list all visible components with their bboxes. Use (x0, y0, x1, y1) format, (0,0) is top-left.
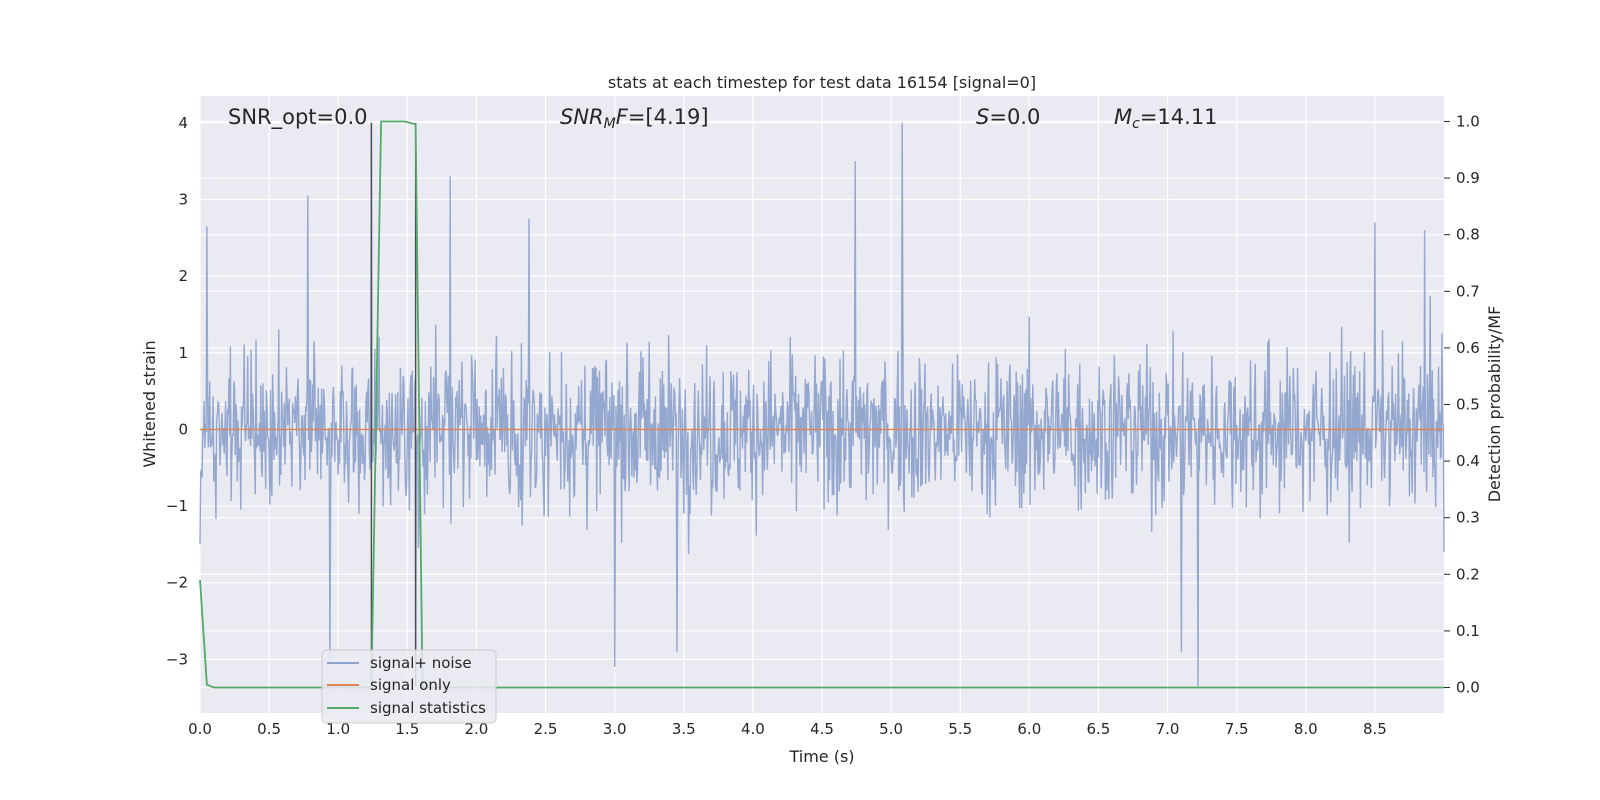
y-tick-label: 4 (178, 114, 188, 132)
x-tick-label: 2.5 (534, 720, 558, 738)
series-signal-statistics (199, 120, 1444, 689)
series-signal-noise (199, 122, 1445, 687)
legend-label-signal-only: signal only (370, 676, 451, 694)
y2-tick-label: 0.6 (1456, 339, 1480, 357)
x-tick-label: 3.5 (672, 720, 696, 738)
y-tick-label: −2 (166, 574, 188, 592)
marker-lines (370, 122, 417, 687)
x-tick-label: 5.5 (948, 720, 972, 738)
x-tick-label: 0.5 (257, 720, 281, 738)
x-tick-label: 1.0 (326, 720, 350, 738)
mc-value: =14.11 (1140, 105, 1218, 129)
x-tick-label: 3.0 (603, 720, 627, 738)
s-letter: S (976, 105, 989, 129)
x-tick-label: 7.5 (1225, 720, 1249, 738)
x-tick-label: 5.0 (879, 720, 903, 738)
annotation-snr-mf: SNRMF=[4.19] (560, 105, 709, 132)
y2-axis-label: Detection probability/MF (1485, 306, 1504, 503)
annotation-s: S=0.0 (976, 105, 1040, 129)
x-axis-label: Time (s) (788, 747, 854, 766)
snr-mf-value: =[4.19] (628, 105, 709, 129)
x-tick-label: 1.5 (395, 720, 419, 738)
x-tick-label: 8.0 (1294, 720, 1318, 738)
signal-noise-line (199, 122, 1445, 687)
x-tick-label: 2.0 (465, 720, 489, 738)
y2-tick-label: 0.1 (1456, 622, 1480, 640)
x-tick-label: 7.0 (1156, 720, 1180, 738)
y2-tick-label: 0.4 (1456, 452, 1480, 470)
y2-tick-label: 0.8 (1456, 226, 1480, 244)
legend-label-signal-noise: signal+ noise (370, 654, 472, 672)
x-tick-label: 4.5 (810, 720, 834, 738)
legend-box (321, 649, 497, 724)
y-tick-label: 3 (178, 190, 188, 208)
y2-tick-label: 0.5 (1456, 396, 1480, 414)
y-tick-label: 0 (178, 420, 188, 438)
y-tick-label: 1 (178, 344, 188, 362)
s-value: =0.0 (989, 105, 1040, 129)
snr-mf-sub: M (604, 116, 616, 132)
y2-tick-label: 1.0 (1456, 112, 1480, 130)
legend: signal+ noise signal only signal statist… (321, 649, 497, 724)
y2-tick-label: 0.9 (1456, 169, 1480, 187)
y-tick-label: 2 (178, 267, 188, 285)
annotation-mc: Mc=14.11 (1114, 105, 1218, 132)
y-axis-label: Whitened strain (140, 340, 159, 467)
mc-main: M (1114, 105, 1132, 129)
x-tick-label: 8.5 (1363, 720, 1387, 738)
y-tick-label: −1 (166, 497, 188, 515)
y-tick-label: −3 (166, 650, 188, 668)
mc-sub: c (1132, 116, 1140, 132)
snr-mf-main: SNR (560, 105, 604, 129)
legend-label-signal-statistics: signal statistics (370, 699, 486, 717)
y2-tick-label: 0.0 (1456, 679, 1480, 697)
x-tick-label: 6.5 (1087, 720, 1111, 738)
x-tick-label: 6.0 (1017, 720, 1041, 738)
y2-tick-label: 0.7 (1456, 282, 1480, 300)
snr-mf-mid: F (616, 105, 629, 129)
y2-tick-label: 0.3 (1456, 509, 1480, 527)
signal-statistics-line (199, 120, 1444, 689)
y2-tick-label: 0.2 (1456, 565, 1480, 583)
annotation-snr-opt: SNR_opt=0.0 (228, 105, 368, 130)
x-tick-label: 0.0 (188, 720, 212, 738)
y-axis-ticks: −3 −2 −1 0 1 2 3 4 (166, 114, 188, 669)
chart-title: stats at each timestep for test data 161… (608, 73, 1036, 92)
x-tick-label: 4.0 (741, 720, 765, 738)
x-axis-ticks: 0.0 0.5 1.0 1.5 2.0 2.5 3.0 3.5 4.0 4.5 5.0 5.5 6.0 6… (188, 720, 1387, 738)
y2-axis-ticks: 0.0 0.1 0.2 0.3 0.4 0.5 0.6 0.7 0.8 0.9 1.0 (1444, 112, 1480, 697)
